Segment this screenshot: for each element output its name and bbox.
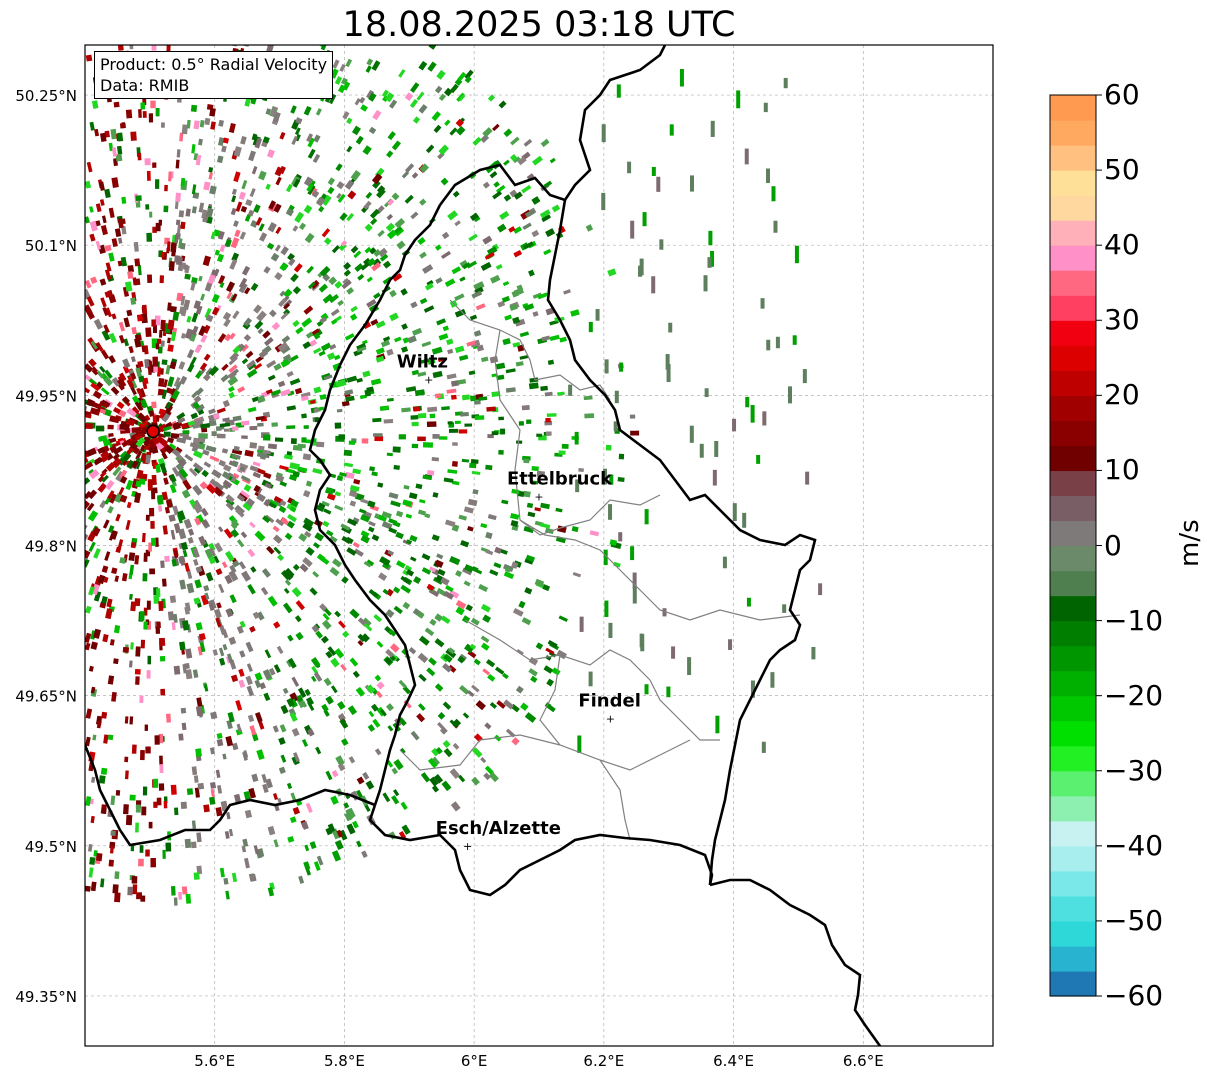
colorbar-tick-label: 0: [1104, 528, 1122, 562]
radar-site-marker[interactable]: [146, 424, 160, 439]
city-labels: +Wiltz+Ettelbruck+Findel+Esch/Alzette: [397, 351, 641, 852]
city-marker: +: [606, 713, 615, 726]
colorbar-tick-label: 20: [1104, 378, 1140, 412]
city-label: Esch/Alzette: [436, 818, 561, 839]
lat-tick-label: 49.35°N: [15, 988, 77, 1006]
city-label: Wiltz: [397, 351, 448, 372]
city-marker: +: [463, 840, 472, 853]
city-label: Findel: [578, 691, 641, 712]
colorbar-tick-label: −60: [1104, 979, 1164, 1012]
colorbar-tick-label: −50: [1104, 903, 1164, 937]
info-box: Product: 0.5° Radial Velocity Data: RMIB: [94, 51, 334, 99]
product-label: Product: 0.5° Radial Velocity: [100, 55, 328, 74]
lat-tick-label: 49.65°N: [15, 688, 77, 706]
lat-tick-label: 49.8°N: [25, 538, 77, 556]
lon-tick-label: 5.8°E: [324, 1052, 365, 1070]
lat-tick-label: 50.25°N: [15, 87, 77, 105]
colorbar-tick-label: −10: [1104, 603, 1164, 637]
radar-site-dot[interactable]: [146, 424, 160, 439]
lat-tick-label: 49.95°N: [15, 387, 77, 405]
borders: [85, 45, 882, 1046]
colorbar-tick-label: 40: [1104, 228, 1140, 262]
city-label: Ettelbruck: [507, 468, 613, 489]
lon-tick-label: 5.6°E: [194, 1052, 235, 1070]
city-marker: +: [534, 490, 543, 503]
city-marker: +: [424, 373, 433, 386]
colorbar-tick-label: −30: [1104, 753, 1164, 787]
colorbar-tick-label: −20: [1104, 678, 1164, 712]
data-source-label: Data: RMIB: [100, 76, 190, 95]
colorbar-tick-label: 50: [1104, 153, 1140, 187]
colorbar-tick-label: 10: [1104, 453, 1140, 487]
lon-tick-label: 6.2°E: [583, 1052, 624, 1070]
colorbar-tick-label: 60: [1104, 78, 1140, 111]
colorbar-tick-label: 30: [1104, 303, 1140, 337]
lon-tick-label: 6.4°E: [713, 1052, 754, 1070]
lat-tick-label: 50.1°N: [25, 237, 77, 255]
lon-tick-label: 6°E: [461, 1052, 488, 1070]
axis-tick-labels: 50.25°N 50.1°N 49.95°N 49.8°N 49.65°N 49.5°N 4…: [15, 87, 883, 1070]
map-title: 18.08.2025 03:18 UTC: [342, 5, 736, 45]
colorbar-unit-label: m/s: [1175, 519, 1205, 567]
lon-tick-label: 6.6°E: [843, 1052, 884, 1070]
colorbar-tick-label: −40: [1104, 828, 1164, 862]
lat-tick-label: 49.5°N: [25, 838, 77, 856]
